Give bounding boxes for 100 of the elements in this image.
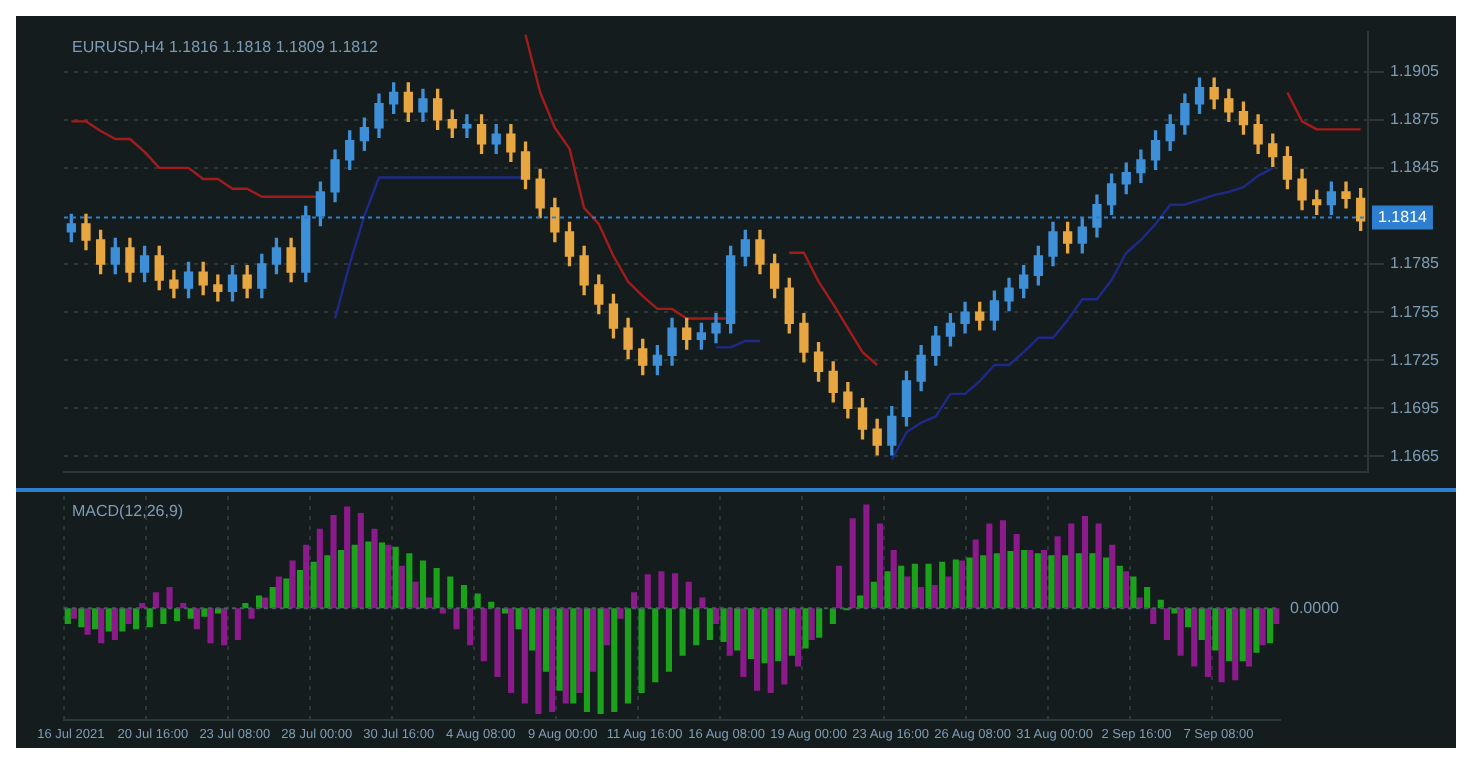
bar	[146, 608, 153, 628]
bar	[310, 561, 317, 609]
bar	[494, 608, 501, 677]
bar	[1226, 608, 1233, 662]
bar	[1116, 565, 1123, 609]
bar	[344, 506, 351, 609]
bar	[1122, 571, 1130, 609]
bar	[283, 578, 290, 609]
bar	[986, 523, 993, 609]
bar	[248, 608, 255, 619]
bar	[1027, 549, 1034, 609]
bar	[603, 608, 610, 646]
bar	[303, 544, 310, 609]
bar	[857, 595, 864, 609]
bar	[1245, 608, 1252, 667]
bar	[1109, 544, 1116, 609]
bar	[1095, 523, 1102, 609]
bar	[187, 608, 194, 619]
bar	[849, 518, 856, 609]
bar	[125, 608, 132, 625]
bar	[84, 608, 91, 635]
bar	[166, 587, 173, 609]
bar	[152, 592, 159, 609]
bar	[890, 549, 897, 609]
y-tick-label: 1.1905	[1390, 62, 1441, 81]
bar	[870, 581, 877, 609]
candlestick	[462, 114, 472, 139]
bar	[535, 608, 542, 715]
bar	[816, 608, 823, 638]
bar	[1267, 608, 1274, 644]
bar	[330, 515, 337, 609]
bar	[712, 608, 720, 625]
bar	[583, 608, 591, 712]
bar	[1177, 608, 1184, 656]
bar	[1068, 523, 1075, 609]
bar	[207, 608, 214, 644]
bar	[289, 560, 296, 609]
bar	[433, 567, 440, 609]
bar	[835, 565, 843, 609]
bar	[480, 608, 487, 662]
bar	[925, 563, 932, 609]
bar	[917, 587, 925, 609]
bar	[576, 608, 583, 693]
bar	[808, 608, 815, 640]
bar	[570, 608, 577, 704]
bar	[904, 576, 911, 609]
bar	[234, 608, 241, 640]
bar	[392, 546, 399, 609]
bar	[92, 608, 99, 630]
bar	[1204, 608, 1211, 677]
bar	[939, 561, 946, 609]
bar	[802, 608, 809, 649]
bar	[945, 576, 952, 609]
bar	[398, 565, 405, 609]
bar	[631, 592, 638, 609]
bar	[1054, 536, 1061, 609]
bar	[521, 608, 528, 704]
bar	[1130, 576, 1137, 609]
bar	[119, 608, 126, 632]
bar	[337, 549, 345, 609]
bar	[419, 560, 427, 609]
bar	[1034, 553, 1041, 609]
y-tick-label: 1.1725	[1390, 350, 1441, 369]
bar	[884, 571, 891, 609]
bar	[98, 608, 105, 644]
ref-line-label: 0.0000	[1290, 598, 1341, 617]
bar	[761, 608, 768, 664]
bar	[105, 608, 112, 632]
bar	[685, 581, 692, 609]
bar	[876, 523, 884, 609]
bar	[515, 608, 522, 630]
bar	[693, 608, 700, 646]
bar	[562, 608, 569, 704]
bar	[1273, 608, 1280, 625]
bar	[638, 608, 645, 693]
bar	[529, 608, 536, 651]
bar	[160, 608, 167, 625]
bar	[447, 576, 454, 609]
bar	[1253, 608, 1260, 653]
bar	[1163, 608, 1171, 640]
bar	[788, 608, 795, 656]
bar	[1198, 608, 1205, 640]
bar	[406, 553, 413, 609]
bar	[952, 559, 959, 609]
bar	[324, 555, 331, 609]
y-tick-label: 1.1755	[1390, 302, 1441, 321]
bar	[999, 520, 1007, 609]
bar	[624, 608, 632, 704]
y-tick-label: 1.1695	[1390, 398, 1441, 417]
bar	[111, 608, 118, 640]
bar	[898, 565, 905, 609]
bar	[542, 608, 550, 672]
bar	[658, 571, 665, 609]
bar	[1007, 551, 1014, 609]
chart-title: MACD(12,26,9)	[72, 502, 184, 521]
bar	[1062, 555, 1069, 609]
bar	[972, 539, 979, 609]
bar	[1259, 608, 1266, 646]
bar	[740, 608, 747, 677]
bar	[365, 541, 372, 609]
